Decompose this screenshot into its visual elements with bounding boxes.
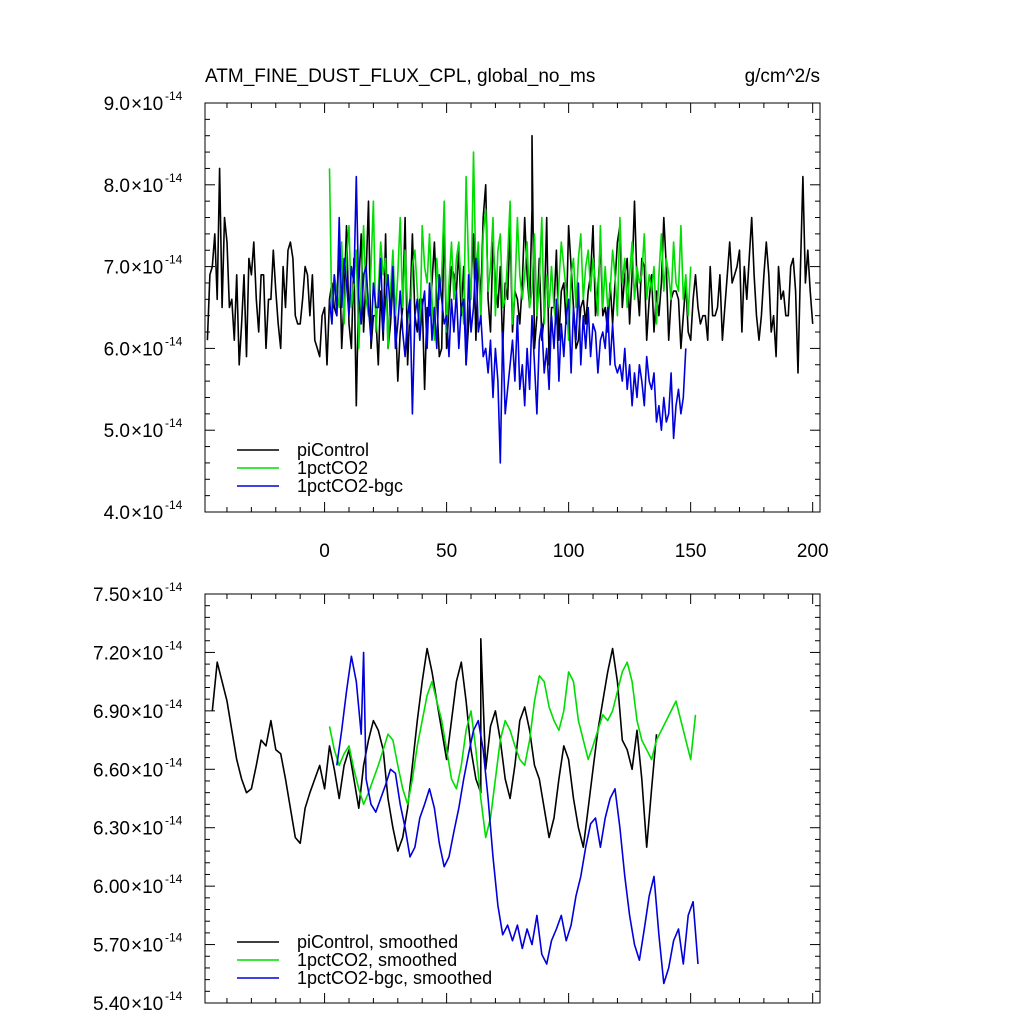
plot-frame-top bbox=[204, 102, 821, 513]
y-tick-times: ×10 bbox=[131, 760, 163, 781]
plot-frame-bottom bbox=[204, 593, 821, 1004]
legend-label: 1pctCO2, smoothed bbox=[297, 950, 457, 970]
y-tick-label: 6.00 bbox=[93, 877, 130, 898]
series-lines-bottom bbox=[211, 638, 699, 985]
y-tick-exponent: -14 bbox=[165, 814, 183, 828]
y-tick-label: 6.0 bbox=[104, 339, 130, 360]
x-tick-label: 200 bbox=[797, 541, 829, 562]
series-line-1pctco2-bgc-smoothed bbox=[336, 651, 699, 985]
y-tick-label: 9.0 bbox=[104, 94, 130, 115]
series-lines-top bbox=[206, 134, 814, 464]
chart-units: g/cm^2/s bbox=[745, 66, 820, 87]
y-tick-times: ×10 bbox=[131, 643, 163, 664]
y-tick-exponent: -14 bbox=[165, 931, 183, 945]
y-tick-exponent: -14 bbox=[165, 697, 183, 711]
y-tick-times: ×10 bbox=[131, 585, 163, 606]
y-tick-times: ×10 bbox=[131, 421, 163, 442]
panel-bottom: 5.40 ×10 -145.70 ×10 -146.00 ×10 -146.30 ×10 -14… bbox=[93, 580, 821, 1015]
y-tick-times: ×10 bbox=[131, 503, 163, 524]
chart-title: ATM_FINE_DUST_FLUX_CPL, global_no_ms bbox=[205, 66, 595, 87]
y-tick-exponent: -14 bbox=[165, 580, 183, 594]
y-tick-label: 7.50 bbox=[93, 585, 130, 606]
y-tick-exponent: -14 bbox=[165, 638, 183, 652]
y-tick-label: 4.0 bbox=[104, 503, 130, 524]
series-line-1pctco2-smoothed bbox=[328, 661, 697, 839]
panel-top: ATM_FINE_DUST_FLUX_CPL, global_no_ms g/c… bbox=[104, 66, 829, 562]
x-tick-label: 100 bbox=[553, 541, 585, 562]
y-tick-exponent: -14 bbox=[165, 498, 183, 512]
y-tick-label: 5.0 bbox=[104, 421, 130, 442]
ticks-bottom: 5.40 ×10 -145.70 ×10 -146.00 ×10 -146.30 ×10 -14… bbox=[93, 580, 820, 1015]
x-tick-label: 50 bbox=[436, 541, 457, 562]
y-tick-label: 5.70 bbox=[93, 936, 130, 957]
y-tick-label: 7.0 bbox=[104, 258, 130, 279]
ticks-top: 4.0 ×10 -145.0 ×10 -146.0 ×10 -147.0 ×10 -148.0 ×… bbox=[104, 89, 829, 562]
series-line-1pctco2-bgc bbox=[328, 175, 687, 464]
y-tick-label: 6.90 bbox=[93, 702, 130, 723]
y-tick-times: ×10 bbox=[131, 702, 163, 723]
legend-label: 1pctCO2-bgc, smoothed bbox=[297, 968, 492, 988]
legend-label: 1pctCO2 bbox=[297, 458, 368, 478]
y-tick-exponent: -14 bbox=[165, 755, 183, 769]
y-tick-exponent: -14 bbox=[165, 253, 183, 267]
legend-label: piControl, smoothed bbox=[297, 932, 458, 952]
x-tick-label: 150 bbox=[675, 541, 707, 562]
y-tick-exponent: -14 bbox=[165, 416, 183, 430]
x-tick-label: 0 bbox=[319, 541, 330, 562]
y-tick-exponent: -14 bbox=[165, 171, 183, 185]
legend-label: piControl bbox=[297, 440, 369, 460]
y-tick-label: 6.60 bbox=[93, 760, 130, 781]
y-tick-exponent: -14 bbox=[165, 334, 183, 348]
y-tick-times: ×10 bbox=[131, 258, 163, 279]
y-tick-times: ×10 bbox=[131, 936, 163, 957]
y-tick-label: 5.40 bbox=[93, 994, 130, 1015]
y-tick-exponent: -14 bbox=[165, 89, 183, 103]
series-line-picontrol-smoothed bbox=[211, 638, 658, 852]
y-tick-exponent: -14 bbox=[165, 872, 183, 886]
y-tick-label: 8.0 bbox=[104, 176, 130, 197]
y-tick-times: ×10 bbox=[131, 819, 163, 840]
legend-label: 1pctCO2-bgc bbox=[297, 476, 403, 496]
y-tick-times: ×10 bbox=[131, 877, 163, 898]
y-tick-times: ×10 bbox=[131, 994, 163, 1015]
y-tick-label: 6.30 bbox=[93, 819, 130, 840]
y-tick-times: ×10 bbox=[131, 94, 163, 115]
y-tick-exponent: -14 bbox=[165, 989, 183, 1003]
y-tick-label: 7.20 bbox=[93, 643, 130, 664]
y-tick-times: ×10 bbox=[131, 339, 163, 360]
y-tick-times: ×10 bbox=[131, 176, 163, 197]
